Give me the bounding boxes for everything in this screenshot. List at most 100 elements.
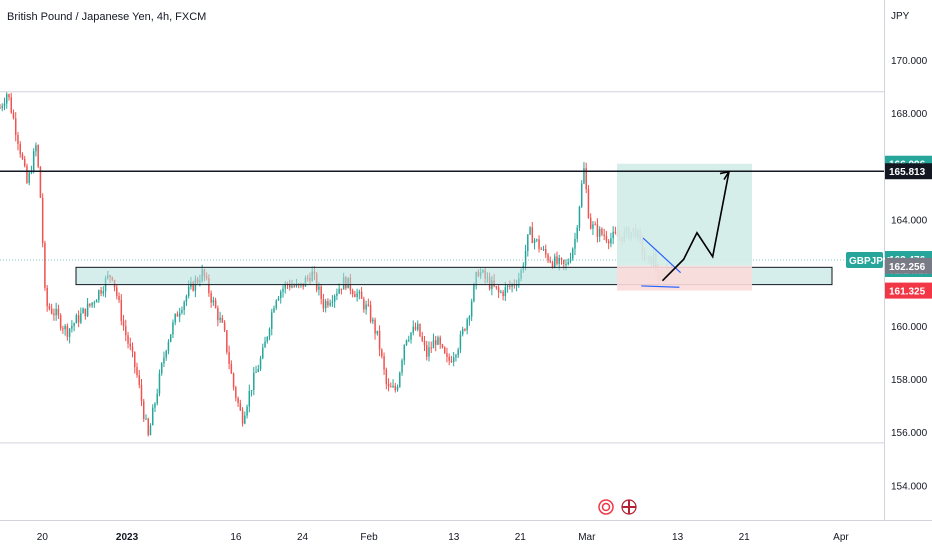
candle-body bbox=[596, 224, 599, 237]
candle-body bbox=[549, 260, 552, 263]
candle-body bbox=[293, 285, 295, 287]
candle-body bbox=[358, 291, 361, 294]
candle-body bbox=[228, 352, 230, 364]
x-tick-label: 13 bbox=[672, 532, 684, 543]
candle-body bbox=[610, 238, 612, 244]
candle-body bbox=[185, 296, 188, 302]
candle-body bbox=[450, 360, 453, 362]
candle-body bbox=[502, 291, 504, 297]
candle-body bbox=[589, 217, 592, 229]
candle-body bbox=[158, 373, 161, 394]
candle-body bbox=[585, 168, 587, 190]
candle-body bbox=[138, 375, 141, 385]
candle-body bbox=[515, 285, 518, 287]
candle-body bbox=[142, 401, 145, 419]
candle-body bbox=[5, 94, 8, 104]
candle-body bbox=[594, 224, 596, 226]
candle-body bbox=[118, 295, 120, 301]
candle-body bbox=[127, 335, 129, 344]
symbol-tag-text: GBPJPY bbox=[849, 256, 890, 267]
candle-body bbox=[540, 248, 543, 250]
candle-body bbox=[551, 262, 554, 268]
candle-body bbox=[266, 336, 269, 342]
currency-label: JPY bbox=[891, 11, 910, 22]
candle-body bbox=[268, 329, 271, 337]
candle-body bbox=[53, 313, 55, 316]
y-tick-label: 164.000 bbox=[891, 215, 928, 226]
candle-body bbox=[77, 315, 80, 323]
candle-body bbox=[443, 347, 446, 354]
candle-body bbox=[151, 407, 154, 426]
y-tick-label: 168.000 bbox=[891, 109, 928, 120]
candle-body bbox=[163, 357, 165, 364]
candle-body bbox=[468, 316, 471, 320]
candle-body bbox=[421, 336, 423, 341]
candle-body bbox=[275, 300, 278, 308]
candle-body bbox=[504, 287, 507, 297]
candle-body bbox=[524, 251, 527, 266]
candle-body bbox=[376, 330, 379, 334]
candle-body bbox=[560, 258, 563, 260]
candle-body bbox=[401, 360, 403, 373]
event-icon bbox=[598, 499, 614, 515]
candle-body bbox=[437, 337, 439, 345]
candle-body bbox=[538, 239, 540, 249]
candle-body bbox=[288, 283, 291, 288]
candle-body bbox=[598, 228, 601, 237]
candle-body bbox=[169, 334, 172, 342]
candle-body bbox=[279, 291, 282, 299]
candle-body bbox=[390, 386, 392, 388]
candle-body bbox=[567, 261, 569, 265]
y-tick-label: 170.000 bbox=[891, 56, 928, 67]
candle-body bbox=[125, 326, 127, 336]
candle-body bbox=[428, 347, 430, 357]
x-tick-label: 13 bbox=[448, 532, 460, 543]
candle-body bbox=[95, 300, 98, 303]
candle-body bbox=[89, 303, 91, 306]
candle-body bbox=[35, 145, 37, 152]
candle-body bbox=[262, 347, 264, 359]
candle-body bbox=[571, 248, 574, 259]
candle-body bbox=[576, 227, 578, 239]
candle-body bbox=[44, 242, 46, 288]
candle-body bbox=[408, 339, 410, 341]
candle-body bbox=[578, 206, 581, 228]
projection-path bbox=[661, 171, 730, 282]
candle-body bbox=[592, 224, 594, 229]
background-layer bbox=[0, 0, 932, 521]
candle-body bbox=[601, 228, 603, 235]
candle-body bbox=[369, 305, 372, 322]
candle-body bbox=[30, 171, 33, 173]
candle-body bbox=[17, 134, 19, 144]
candle-body bbox=[253, 372, 255, 391]
candle-body bbox=[116, 287, 118, 296]
x-tick-label: 16 bbox=[230, 532, 242, 543]
candle-body bbox=[423, 340, 426, 346]
candle-body bbox=[208, 278, 210, 294]
candle-body bbox=[284, 283, 286, 289]
position-stop-zone bbox=[617, 265, 752, 291]
candle-body bbox=[459, 334, 462, 350]
candle-body bbox=[223, 322, 226, 331]
x-tick-label: Feb bbox=[360, 532, 378, 543]
candle-body bbox=[160, 363, 163, 374]
candle-body bbox=[217, 307, 219, 321]
candle-body bbox=[187, 286, 190, 297]
candle-body bbox=[448, 357, 450, 361]
candle-body bbox=[394, 385, 397, 391]
candle-body bbox=[165, 350, 167, 358]
candle-body bbox=[41, 197, 44, 243]
candle-body bbox=[331, 301, 334, 303]
candle-body bbox=[62, 328, 64, 330]
candle-body bbox=[324, 301, 327, 309]
candle-body bbox=[441, 344, 444, 348]
candle-body bbox=[1, 106, 3, 108]
candle-body bbox=[527, 234, 529, 252]
position-target-zone bbox=[617, 163, 752, 266]
candle-body bbox=[464, 329, 466, 331]
candle-body bbox=[531, 227, 534, 244]
candle-body bbox=[574, 238, 576, 249]
candle-body bbox=[19, 143, 21, 155]
wedge-lower-line bbox=[641, 285, 680, 288]
